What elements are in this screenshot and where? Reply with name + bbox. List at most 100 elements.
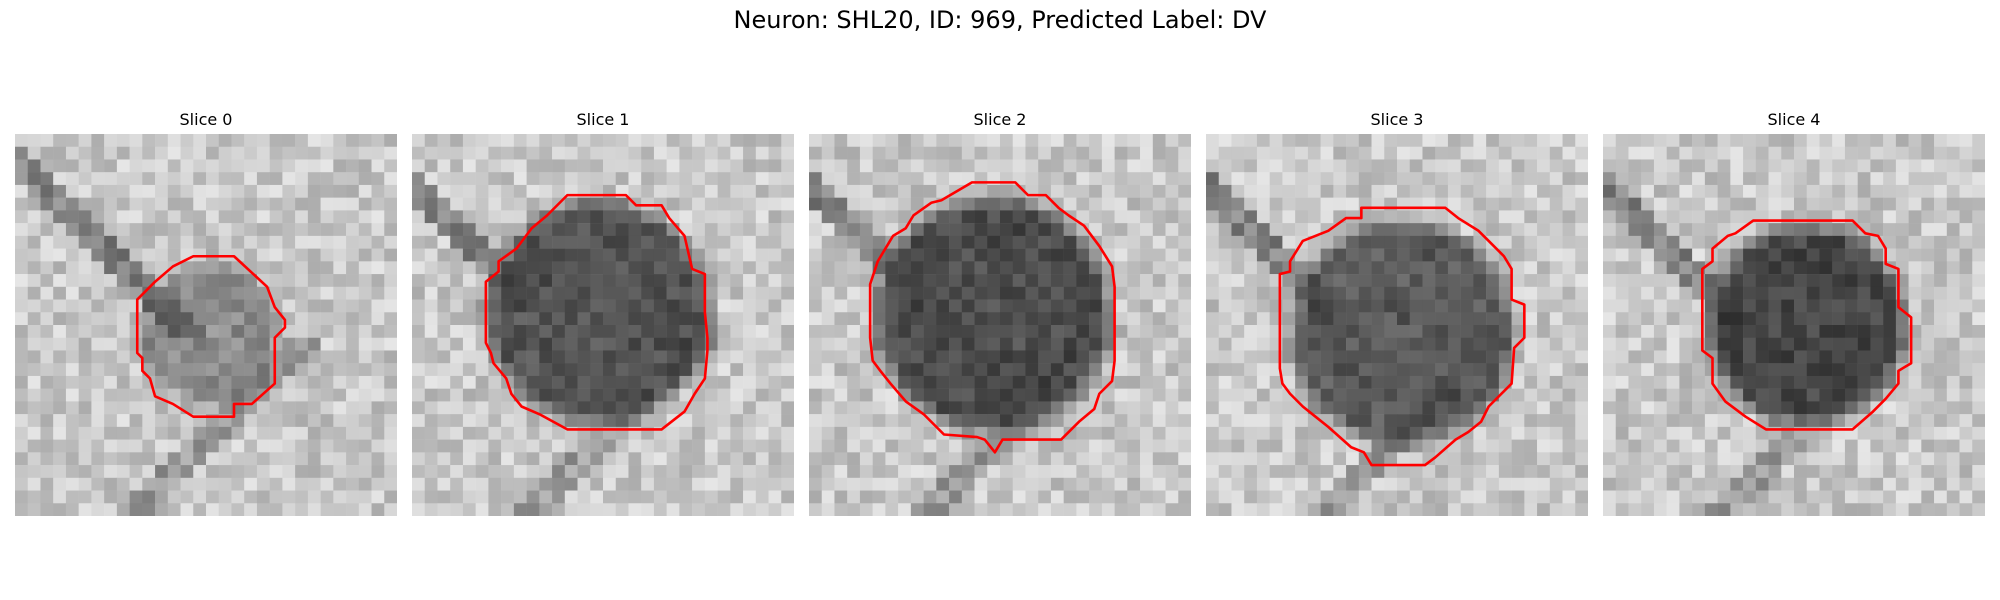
pixel [384, 426, 397, 440]
pixel [1743, 261, 1757, 275]
pixel [1717, 261, 1731, 275]
pixel [475, 223, 489, 237]
pixel [539, 146, 553, 160]
pixel [1806, 274, 1820, 288]
pixel [244, 286, 258, 300]
pixel [142, 223, 156, 237]
pixel [282, 274, 296, 288]
pixel [1857, 235, 1871, 249]
pixel [692, 134, 706, 147]
pixel [333, 337, 347, 351]
pixel [1549, 325, 1563, 338]
pixel [1832, 248, 1846, 262]
pixel [1346, 414, 1360, 428]
pixel [717, 350, 731, 364]
pixel [27, 312, 41, 326]
pixel [1295, 337, 1309, 351]
pixel [1000, 375, 1013, 389]
pixel [1282, 452, 1296, 466]
pixel [628, 325, 642, 338]
pixel [1346, 350, 1360, 364]
pixel [1346, 452, 1360, 466]
pixel [244, 490, 258, 504]
pixel [437, 223, 451, 237]
pixel [1165, 337, 1179, 351]
pixel [462, 477, 476, 491]
pixel [1934, 452, 1948, 466]
pixel [1307, 388, 1321, 402]
pixel [142, 503, 156, 516]
pixel [1486, 325, 1500, 338]
pixel [206, 439, 219, 453]
pixel [346, 210, 360, 224]
pixel [526, 426, 540, 440]
pixel [1615, 261, 1629, 275]
pixel [488, 414, 502, 428]
pixel [333, 159, 347, 173]
pixel [1473, 134, 1487, 147]
pixel [1256, 210, 1270, 224]
pixel [704, 490, 718, 504]
pixel [1498, 401, 1512, 415]
pixel [539, 363, 553, 377]
pixel [15, 274, 28, 288]
pixel [104, 414, 118, 428]
pixel [1743, 274, 1757, 288]
pixel [155, 350, 169, 364]
pixel [424, 235, 438, 249]
pixel [1295, 286, 1309, 300]
pixel [78, 452, 92, 466]
pixel [1025, 439, 1039, 453]
pixel [1870, 375, 1884, 389]
pixel [834, 184, 848, 198]
pixel [231, 337, 245, 351]
pixel [1537, 286, 1551, 300]
pixel [1435, 490, 1449, 504]
pixel [295, 274, 309, 288]
pixel [15, 286, 28, 300]
pixel [961, 337, 975, 351]
pixel [1295, 325, 1309, 338]
pixel [1089, 465, 1103, 479]
pixel [1895, 184, 1909, 198]
pixel [1333, 414, 1347, 428]
pixel [40, 465, 54, 479]
pixel [155, 235, 169, 249]
pixel [821, 146, 835, 160]
pixel [847, 172, 861, 186]
pixel [1358, 248, 1372, 262]
pixel [180, 337, 194, 351]
pixel [1025, 490, 1039, 504]
pixel [1781, 363, 1795, 377]
pixel [526, 248, 540, 262]
pixel [974, 197, 988, 211]
pixel [1397, 363, 1410, 377]
pixel [1231, 325, 1245, 338]
pixel [1371, 248, 1385, 262]
pixel [269, 274, 283, 288]
pixel [1603, 235, 1616, 249]
pixel [1295, 197, 1309, 211]
pixel [346, 414, 360, 428]
slice-panel-0: Slice 0 [15, 108, 397, 516]
pixel [320, 261, 334, 275]
pixel [692, 503, 706, 516]
pixel [1575, 274, 1588, 288]
pixel [666, 325, 680, 338]
pixel [1908, 261, 1922, 275]
pixel [1371, 337, 1385, 351]
pixel [910, 312, 924, 326]
pixel [231, 388, 245, 402]
pixel [1768, 452, 1782, 466]
pixel [475, 248, 489, 262]
pixel [256, 363, 270, 377]
pixel [15, 350, 28, 364]
pixel [834, 210, 848, 224]
pixel [1806, 248, 1820, 262]
pixel [1844, 197, 1858, 211]
pixel [104, 325, 118, 338]
pixel [1895, 248, 1909, 262]
pixel [755, 172, 769, 186]
pixel [1603, 490, 1616, 504]
pixel [384, 159, 397, 173]
